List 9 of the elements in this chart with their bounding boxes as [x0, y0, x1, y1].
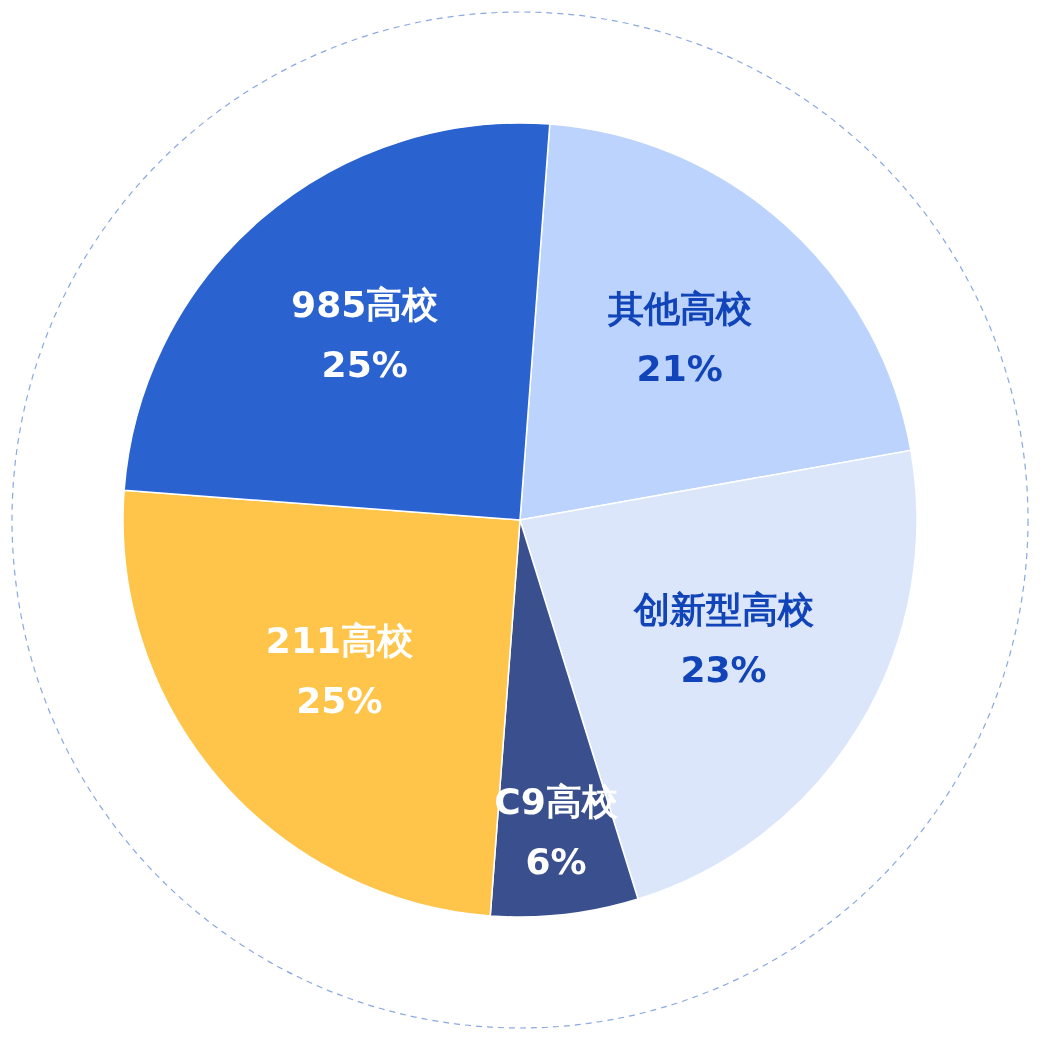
- data-label: 25%: [296, 680, 383, 722]
- slice-label: 211高校: [265, 620, 414, 662]
- slice-label: 985高校: [291, 284, 440, 326]
- slice-label: 创新型高校: [632, 588, 815, 630]
- slice-label: 其他高校: [606, 288, 753, 330]
- data-label: 21%: [636, 348, 723, 390]
- data-label: 6%: [525, 840, 587, 882]
- data-label: 25%: [321, 344, 408, 386]
- data-label: 23%: [680, 648, 767, 690]
